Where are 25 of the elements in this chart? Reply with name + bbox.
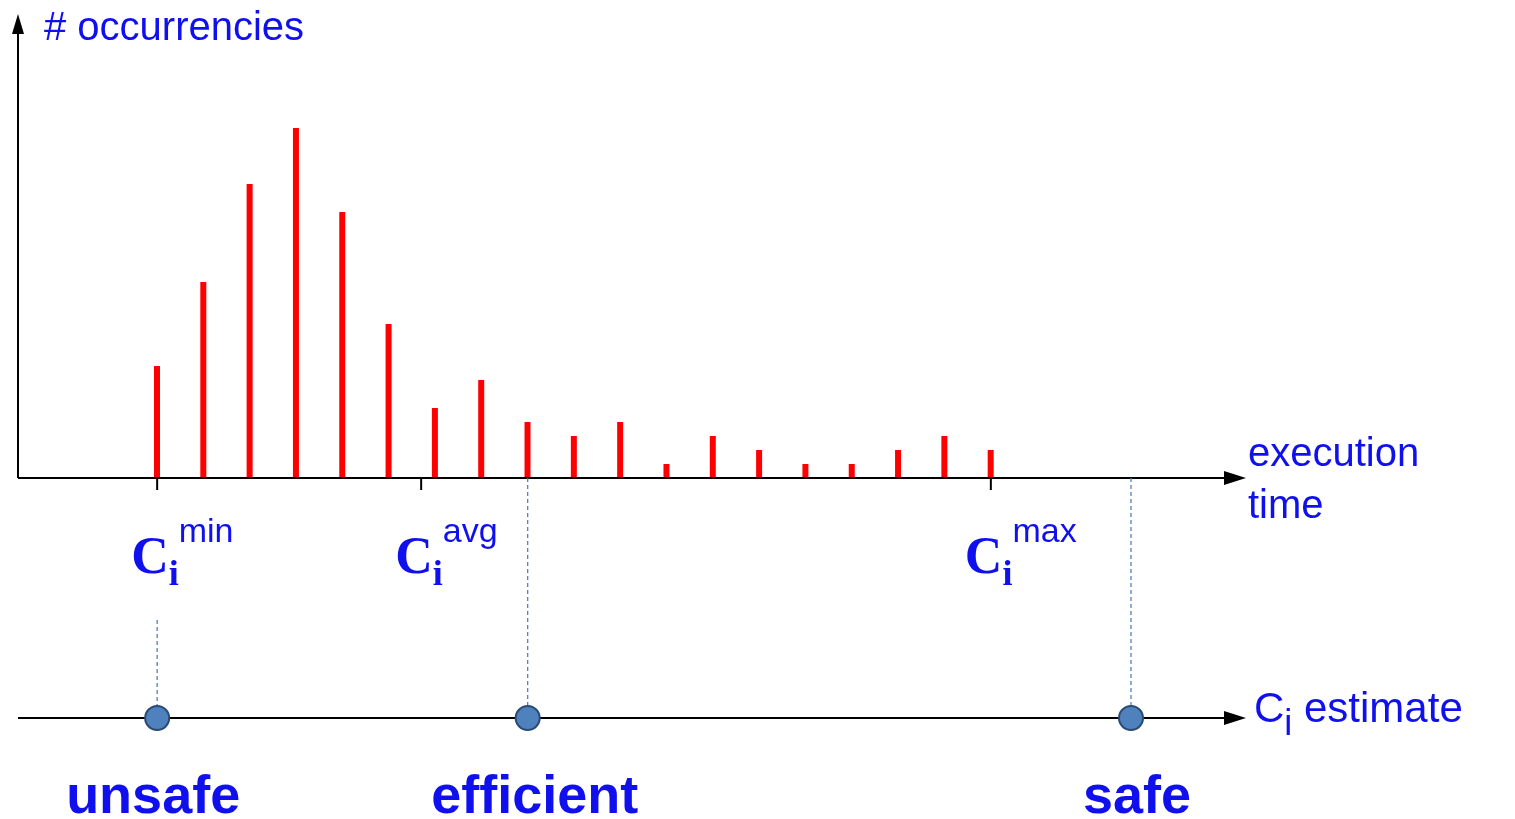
bar <box>478 380 485 478</box>
bar <box>802 464 809 478</box>
bar <box>200 282 207 478</box>
text: safe <box>1082 764 1192 819</box>
bar <box>385 324 392 478</box>
bar <box>524 422 531 478</box>
bar <box>709 436 716 478</box>
bar <box>570 436 577 478</box>
text: efficient <box>431 764 639 819</box>
text: unsafe <box>66 764 241 819</box>
bar <box>617 422 624 478</box>
bar <box>941 436 948 478</box>
bar <box>663 464 670 478</box>
bar <box>339 212 346 478</box>
bar <box>431 408 438 478</box>
bar <box>895 450 902 478</box>
bar <box>756 450 763 478</box>
bar <box>987 450 994 478</box>
text: C$_{i}$ estimate <box>1254 683 1463 745</box>
text: execution time <box>1248 429 1421 528</box>
bar <box>292 128 299 478</box>
bar <box>848 464 855 478</box>
y-axis-title: # occurrencies <box>44 4 305 49</box>
bar <box>154 366 160 478</box>
bar <box>246 184 253 478</box>
